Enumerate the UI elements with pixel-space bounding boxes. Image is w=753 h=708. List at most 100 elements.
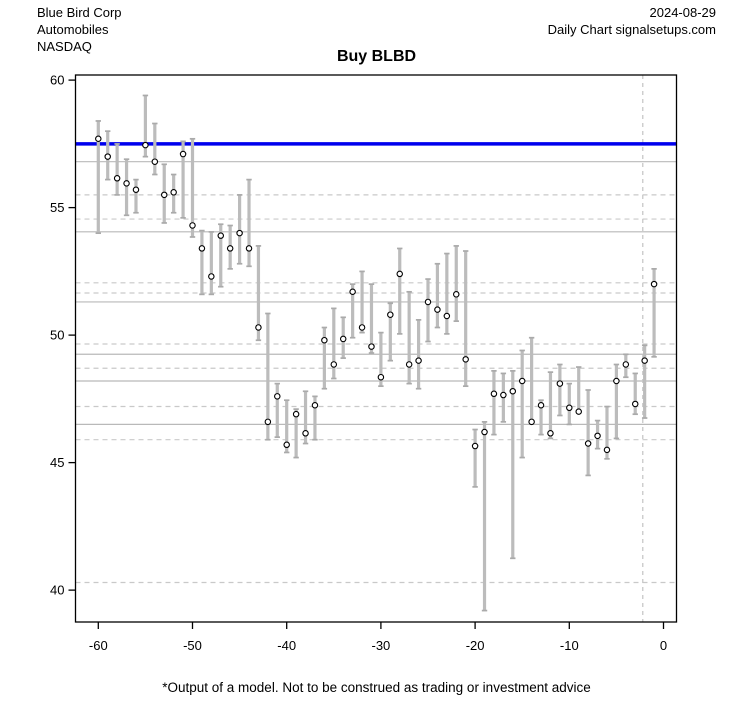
bar-low-cap [359, 331, 365, 334]
close-marker [462, 356, 469, 363]
bar-high-cap [538, 399, 544, 402]
bar-high-cap [604, 405, 610, 408]
bar-low-cap [152, 173, 158, 176]
bar-low-cap [594, 447, 601, 450]
bar-low-cap [519, 456, 525, 459]
close-marker [208, 273, 215, 280]
close-marker [650, 280, 658, 288]
bar-low-cap [368, 352, 375, 354]
bar-low-cap [481, 609, 488, 612]
close-marker [622, 361, 630, 368]
bar-high-cap [491, 370, 497, 372]
bar-high-cap [519, 349, 525, 352]
price-range-bar [275, 383, 279, 438]
bar-low-cap [547, 437, 554, 440]
price-range-bar [426, 279, 430, 342]
price-range-bar [643, 345, 647, 418]
price-range-bar [473, 429, 477, 487]
close-marker [104, 153, 111, 160]
close-marker [358, 324, 366, 331]
price-range-bar [454, 245, 458, 322]
close-marker [179, 150, 187, 158]
bar-high-cap [585, 389, 591, 391]
bar-low-cap [623, 376, 629, 379]
bar-high-cap [105, 130, 111, 133]
price-range-bar [285, 400, 289, 453]
price-range-bar [586, 389, 590, 476]
plot-border [74, 74, 678, 623]
bar-high-cap [283, 399, 290, 402]
bar-low-cap [406, 382, 412, 385]
price-range-bar [548, 372, 553, 439]
bar-low-cap [321, 387, 328, 390]
bar-low-cap [491, 433, 497, 436]
close-marker [198, 245, 206, 252]
close-marker [160, 191, 168, 199]
close-marker [387, 311, 394, 318]
bar-high-cap [397, 247, 403, 250]
price-range-bar [416, 319, 421, 389]
close-marker [537, 401, 545, 409]
chart-title: Buy BLBD [336, 48, 417, 65]
close-marker [575, 408, 582, 415]
bar-high-cap [161, 163, 167, 166]
bar-high-cap [331, 307, 337, 310]
close-marker [151, 158, 159, 165]
close-marker [349, 288, 356, 296]
close-marker [528, 418, 535, 426]
bar-low-cap [349, 336, 356, 339]
bar-low-cap [95, 232, 101, 235]
close-marker [641, 357, 648, 364]
bar-high-cap [453, 245, 459, 247]
bar-low-cap [161, 222, 167, 224]
bar-high-cap [170, 173, 177, 176]
bar-low-cap [105, 178, 111, 181]
close-marker [613, 377, 620, 385]
chart-source-label: Daily Chart signalsetups.com [547, 22, 716, 37]
close-marker [123, 180, 130, 187]
bar-high-cap [152, 122, 158, 125]
price-range-bar [445, 253, 449, 334]
price-range-bar [351, 284, 355, 338]
price-range-bar [256, 245, 261, 341]
close-marker [594, 432, 601, 440]
close-marker [556, 380, 564, 387]
close-marker [490, 390, 498, 398]
close-marker [453, 291, 460, 298]
close-marker [566, 404, 573, 412]
bar-high-cap [481, 421, 488, 423]
bar-low-cap [453, 320, 459, 322]
bar-high-cap [255, 245, 262, 247]
bar-low-cap [500, 421, 507, 423]
bar-low-cap [331, 377, 337, 380]
close-marker [283, 441, 290, 449]
bar-low-cap [114, 194, 120, 196]
price-range-bar [605, 406, 609, 459]
bar-high-cap [265, 312, 271, 315]
price-range-bar [322, 327, 326, 389]
bar-low-cap [510, 557, 516, 560]
bar-high-cap [123, 158, 130, 161]
close-marker [443, 312, 451, 320]
bar-high-cap [368, 283, 375, 286]
close-marker [236, 229, 243, 237]
close-marker [518, 377, 526, 385]
bar-low-cap [180, 217, 186, 219]
disclaimer-text: *Output of a model. Not to be construed … [162, 680, 591, 695]
bar-low-cap [566, 423, 572, 426]
price-range-bar [181, 141, 185, 218]
bar-low-cap [604, 457, 610, 460]
industry-label: Automobiles [37, 22, 109, 37]
price-range-bar [360, 271, 364, 333]
close-marker [302, 430, 309, 437]
bar-high-cap [415, 319, 422, 321]
bar-high-cap [359, 270, 365, 273]
close-marker [368, 343, 375, 350]
price-range-bar [558, 364, 562, 416]
bar-low-cap [444, 333, 450, 335]
bar-high-cap [444, 252, 450, 255]
bar-low-cap [133, 211, 139, 214]
close-marker [377, 373, 385, 381]
bar-high-cap [510, 370, 516, 372]
